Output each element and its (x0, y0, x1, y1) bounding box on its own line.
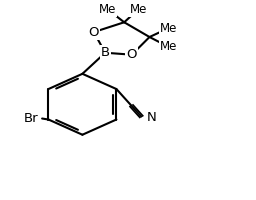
Text: B: B (101, 46, 110, 59)
Text: O: O (126, 48, 137, 61)
Text: O: O (89, 26, 99, 39)
Text: Me: Me (160, 22, 177, 35)
Text: Br: Br (24, 112, 39, 125)
Text: N: N (146, 111, 156, 124)
Text: Me: Me (130, 3, 147, 16)
Text: Me: Me (160, 40, 177, 53)
Text: Me: Me (99, 3, 116, 16)
